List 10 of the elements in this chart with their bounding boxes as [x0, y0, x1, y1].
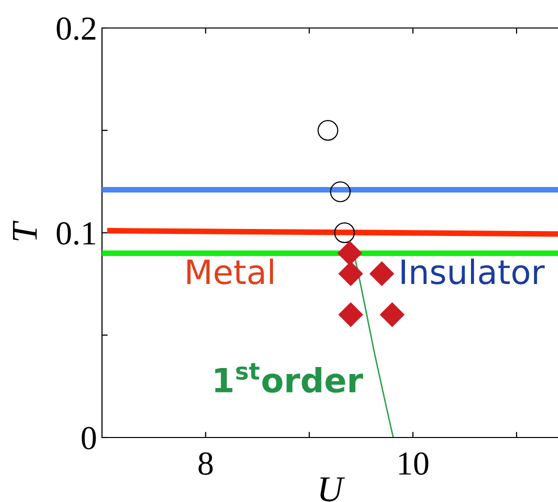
y-axis-title: T [13, 220, 37, 240]
x-tick-label: 8 [198, 452, 213, 475]
y-tick-label: 0.1 [56, 222, 96, 245]
annotation: Insulator [402, 258, 545, 284]
x-tick-label: 10 [399, 452, 428, 475]
x-axis-title: U [320, 477, 345, 502]
annotation: Metal [187, 258, 273, 284]
annotation: 1$^{st}$order [215, 363, 364, 393]
y-tick-label: 0 [82, 426, 96, 450]
y-tick-label: 0.2 [56, 17, 96, 40]
